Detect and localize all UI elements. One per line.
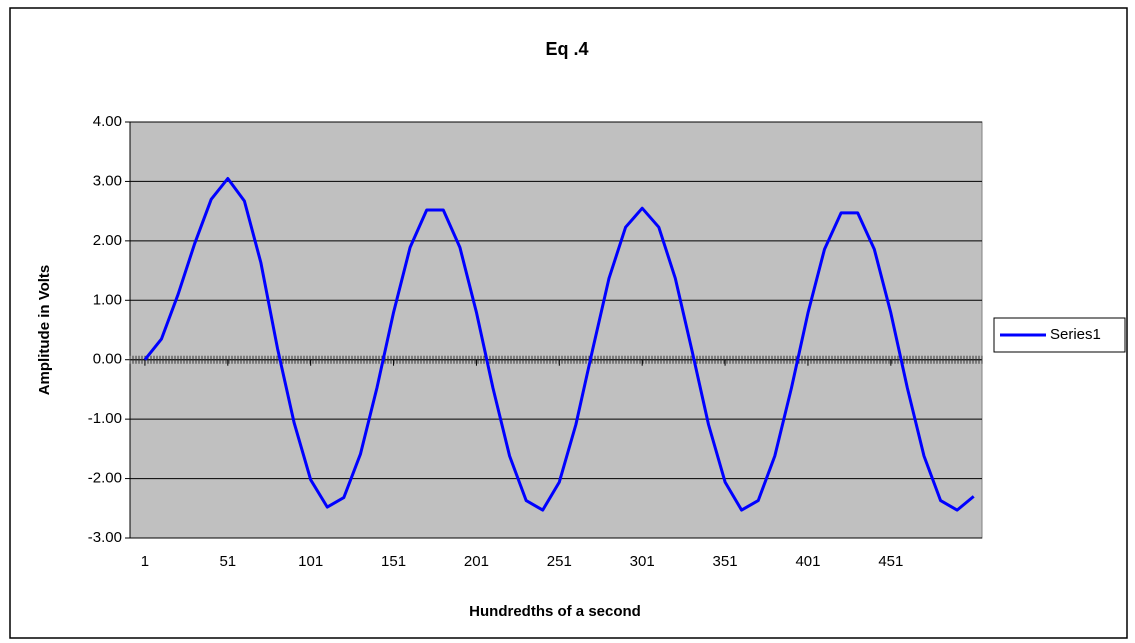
y-tick-label: -3.00 [88,529,122,546]
y-tick-label: -1.00 [88,410,122,427]
x-tick-label: 351 [713,553,738,570]
y-tick-label: 0.00 [93,351,122,368]
y-tick-label: 4.00 [93,113,122,130]
chart-title: Eq .4 [545,39,588,59]
plot-area [129,121,983,539]
legend-label: Series1 [1050,326,1101,343]
y-tick-label: 2.00 [93,232,122,249]
x-tick-label: 251 [547,553,572,570]
y-tick-label: 1.00 [93,291,122,308]
y-tick-label: 3.00 [93,172,122,189]
x-tick-label: 1 [141,553,149,570]
x-tick-label: 51 [219,553,236,570]
y-tick-label: -2.00 [88,470,122,487]
x-tick-label: 151 [381,553,406,570]
x-tick-label: 101 [298,553,323,570]
x-axis-label: Hundredths of a second [469,603,641,620]
x-tick-label: 201 [464,553,489,570]
data-line [143,177,975,512]
x-tick-label: 451 [878,553,903,570]
y-axis-label: Amplitude in Volts [36,265,53,396]
x-tick-label: 401 [795,553,820,570]
x-tick-label: 301 [630,553,655,570]
